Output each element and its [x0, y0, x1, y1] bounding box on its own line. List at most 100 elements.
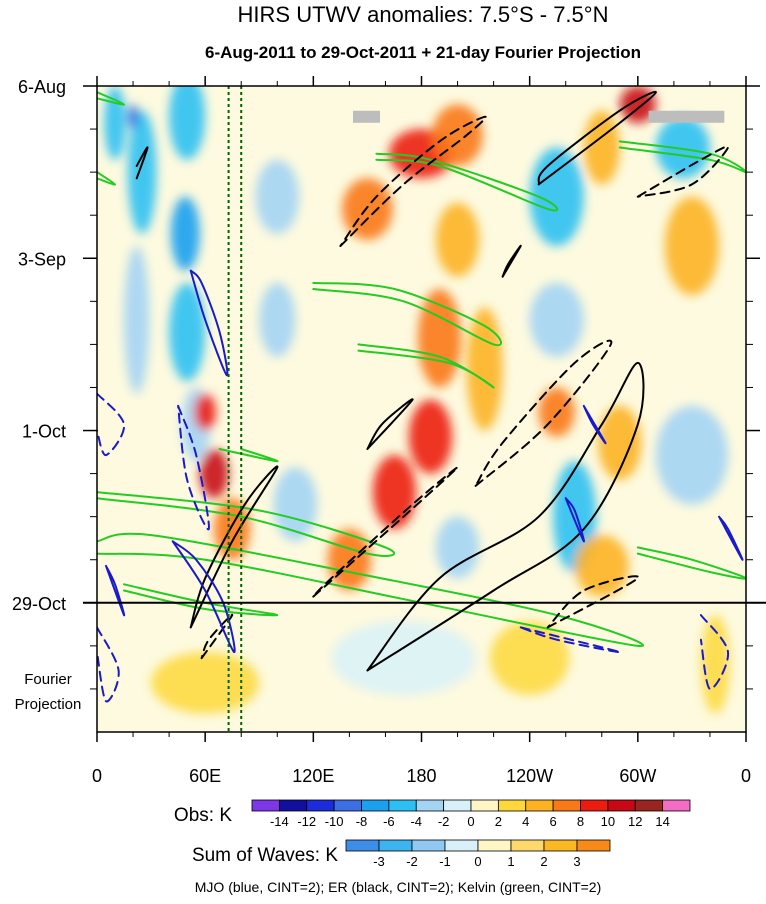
anomaly-patch-9: [259, 282, 296, 357]
obs-colorbar-tick-label-12: 10: [601, 814, 615, 829]
axes: 0 60E 120E 180 120W 60W 0 6-Aug 3-Sep 1-Oct 29-Oct: [12, 76, 760, 786]
mjo-contour-23: [189, 269, 229, 377]
kelvin-contour-0: [97, 171, 116, 186]
er-contour-20: [366, 361, 645, 672]
x-tick-label-6: 0: [741, 766, 751, 786]
obs-colorbar-swatch-6: [415, 799, 445, 812]
obs-colorbar-tick-label-5: -4: [410, 814, 422, 829]
er-contour-21: [189, 465, 279, 629]
anomaly-patch-5: [170, 196, 200, 271]
x-tick-label-5: 60W: [619, 766, 656, 786]
anomaly-patch-14: [655, 405, 728, 505]
er-contour-17: [537, 90, 657, 186]
wave-contours: [97, 90, 746, 703]
anomaly-patch-8: [255, 159, 299, 234]
x-tick-label-0: 0: [92, 766, 102, 786]
kelvin-contour-9: [636, 546, 746, 580]
x-tick-label-2: 120E: [292, 766, 334, 786]
obs-colorbar-tick-label-6: -2: [438, 814, 450, 829]
anomaly-patch-30: [199, 448, 229, 499]
obs-colorbar-tick-label-3: -8: [356, 814, 368, 829]
er-contour-19: [366, 398, 414, 450]
anomaly-patch-16: [435, 516, 480, 579]
mjo-contour-32: [97, 392, 126, 457]
kelvin-contour-3: [357, 343, 495, 389]
er-contour-12: [636, 145, 729, 198]
obs-colorbar-tick-label-4: -6: [383, 814, 395, 829]
chart-title: HIRS UTWV anomalies: 7.5°S - 7.5°N: [238, 2, 609, 27]
kelvin-contour-1: [375, 152, 559, 212]
obs-colorbar-tick-label-13: 12: [628, 814, 642, 829]
kelvin-contour-8: [618, 140, 746, 174]
mjo-contour-24: [171, 540, 236, 654]
mjo-contour-31: [519, 626, 621, 654]
y-tick-label-3: 29-Oct: [12, 594, 66, 614]
anomaly-patch-0: [127, 110, 157, 234]
waves-colorbar-swatch-0: [345, 839, 380, 852]
y-tick-label-1: 3-Sep: [18, 249, 66, 269]
obs-colorbar-swatch-11: [552, 799, 581, 812]
contour-legend: MJO (blue, CINT=2); ER (black, CINT=2); …: [195, 879, 602, 895]
obs-colorbar-tick-label-14: 14: [655, 814, 669, 829]
obs-colorbar-swatch-15: [662, 799, 691, 812]
y-tick-label-0: 6-Aug: [18, 77, 66, 97]
kelvin-contour-5: [97, 491, 396, 557]
obs-colorbar-tick-label-2: -10: [325, 814, 344, 829]
reference-lines: [83, 86, 766, 732]
kelvin-contour-4: [97, 532, 644, 647]
mjo-contour-27: [718, 515, 744, 561]
obs-colorbar-swatch-8: [470, 799, 499, 812]
anomaly-patch-19: [432, 104, 483, 166]
anomaly-patch-21: [435, 202, 480, 277]
er-contour-11: [339, 115, 487, 247]
obs-colorbar-label: Obs: K: [174, 805, 232, 826]
obs-colorbar-swatch-4: [361, 799, 390, 812]
anomaly-patch-28: [598, 405, 642, 480]
anomaly-patch-10: [529, 147, 584, 246]
mjo-contour-26: [564, 497, 585, 543]
waves-colorbar-tick-label-3: 0: [474, 854, 481, 869]
waves-colorbar: -3 -2 -1 0 1 2 3: [345, 839, 611, 869]
mjo-contour-33: [582, 404, 607, 445]
obs-colorbar-swatch-14: [634, 799, 664, 812]
missing-data-bar-1: [648, 110, 725, 123]
obs-colorbar-swatch-0: [251, 799, 280, 812]
er-contour-14: [312, 466, 459, 598]
waves-colorbar-swatch-6: [543, 839, 578, 852]
obs-colorbar-tick-label-8: 2: [495, 814, 502, 829]
anomaly-patch-11: [529, 282, 584, 357]
waves-colorbar-swatch-7: [576, 839, 611, 852]
anomaly-patch-26: [466, 307, 503, 431]
obs-colorbar-swatch-13: [607, 799, 636, 812]
mjo-contour-29: [97, 626, 120, 703]
anomaly-patch-4: [169, 86, 206, 160]
er-contour-13: [474, 339, 613, 487]
missing-data-bar-0: [352, 110, 381, 123]
anomaly-blur-group: [104, 86, 730, 714]
er-contour-22: [135, 146, 149, 180]
waves-colorbar-label: Sum of Waves: K: [192, 845, 338, 866]
anomaly-patch-35: [490, 621, 570, 696]
anomaly-field: [104, 86, 730, 714]
waves-colorbar-tick-label-5: 2: [540, 854, 547, 869]
er-contour-18: [501, 244, 522, 278]
waves-colorbar-tick-label-2: -1: [439, 854, 451, 869]
obs-colorbar-swatch-1: [278, 799, 308, 812]
obs-colorbar-tick-label-9: 4: [522, 814, 529, 829]
obs-colorbar-swatch-7: [443, 799, 472, 812]
waves-colorbar-tick-label-0: -3: [373, 854, 385, 869]
waves-colorbar-tick-label-6: 3: [573, 854, 580, 869]
waves-colorbar-tick-label-4: 1: [507, 854, 514, 869]
kelvin-contour-2: [312, 281, 503, 347]
obs-colorbar-swatch-2: [306, 799, 335, 812]
anomaly-patch-6: [169, 282, 206, 382]
anomaly-patch-17: [331, 621, 476, 696]
anomaly-patch-24: [372, 455, 417, 529]
mjo-contour-30: [699, 614, 730, 690]
obs-colorbar-swatch-9: [497, 799, 527, 812]
obs-colorbar-swatch-10: [525, 799, 554, 812]
waves-colorbar-swatch-5: [510, 839, 545, 852]
waves-colorbar-tick-label-1: -2: [406, 854, 418, 869]
